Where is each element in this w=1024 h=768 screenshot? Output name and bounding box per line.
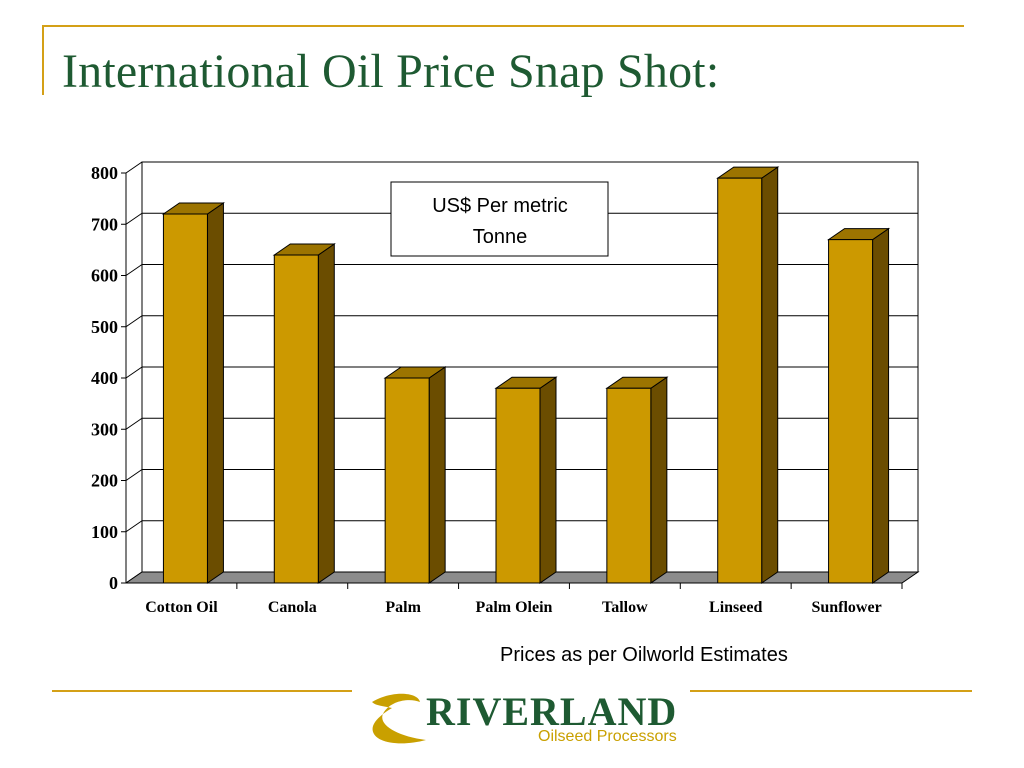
bar-chart: 0 100 200 300 400 500 600 700 800 Cotton Oil Cano…	[91, 161, 920, 616]
bar-front	[606, 387, 652, 584]
bar-front	[828, 239, 874, 584]
x-tick-label: Sunflower	[811, 599, 881, 616]
bar-canola	[272, 243, 336, 584]
x-tick-labels: Cotton Oil Canola Palm Palm Olein Tallow Lins…	[145, 599, 881, 616]
bar-front	[162, 213, 208, 584]
bar-front	[384, 377, 430, 584]
gridline-diagonal	[125, 417, 143, 430]
bar-side	[206, 202, 224, 584]
gridline-diagonal	[125, 212, 143, 225]
gridline-diagonal	[125, 161, 143, 174]
bar-linseed	[716, 166, 780, 584]
bar-palm-olein	[494, 376, 558, 584]
y-tick-label: 400	[91, 368, 118, 388]
bar-palm	[383, 366, 447, 584]
bar-side	[539, 376, 557, 584]
river-swoosh-icon	[372, 693, 426, 744]
chart-annotation: US$ Per metric Tonne	[390, 181, 609, 257]
slide-title: International Oil Price Snap Shot:	[62, 45, 720, 98]
logo-tagline: Oilseed Processors	[538, 728, 677, 745]
x-tick-label: Palm Olein	[476, 599, 553, 616]
bar-front	[495, 387, 541, 584]
y-tick-label: 200	[91, 471, 118, 491]
gridline-diagonal	[125, 520, 143, 533]
x-tick-label: Palm	[385, 599, 421, 616]
bar-cotton-oil	[161, 202, 226, 584]
y-tick-labels: 0 100 200 300 400 500 600 700 800	[91, 163, 118, 593]
y-tick-label: 800	[91, 163, 118, 183]
bar-front	[273, 254, 319, 584]
x-tick-label: Tallow	[602, 599, 648, 616]
y-tick-label: 500	[91, 317, 118, 337]
source-note: Prices as per Oilworld Estimates	[500, 644, 788, 666]
y-tick-label: 100	[91, 522, 118, 542]
annotation-text-line: Tonne	[473, 226, 528, 248]
bar-side	[761, 166, 779, 584]
riverland-logo: RIVERLAND Oilseed Processors	[362, 684, 682, 756]
y-tick-label: 0	[109, 573, 118, 593]
annotation-text-line: US$ Per metric	[432, 195, 568, 217]
bar-side	[317, 243, 335, 584]
bar-tallow	[605, 376, 669, 584]
footer-rule-left	[52, 690, 352, 692]
bar-side	[650, 376, 668, 584]
logo-wordmark: RIVERLAND	[426, 689, 678, 734]
bar-side	[428, 366, 446, 584]
y-tick-label: 300	[91, 419, 118, 439]
gridline-diagonal	[125, 469, 143, 481]
bar-front	[717, 177, 763, 584]
footer-rule-right	[690, 690, 972, 692]
annotation-box	[390, 181, 609, 257]
y-tick-label: 600	[91, 266, 118, 286]
gridline-diagonal	[125, 366, 143, 379]
left-border-rule	[42, 25, 44, 95]
bar-side	[872, 227, 890, 584]
gridline-diagonal	[125, 315, 143, 328]
x-tick-label: Cotton Oil	[145, 599, 218, 616]
gridline-diagonal	[125, 264, 143, 276]
chart-bars	[161, 166, 891, 584]
x-tick-label: Canola	[268, 599, 317, 616]
x-tick-label: Linseed	[709, 599, 762, 616]
y-tick-label: 700	[91, 214, 118, 234]
top-border-rule	[42, 25, 964, 27]
bar-sunflower	[826, 227, 891, 584]
